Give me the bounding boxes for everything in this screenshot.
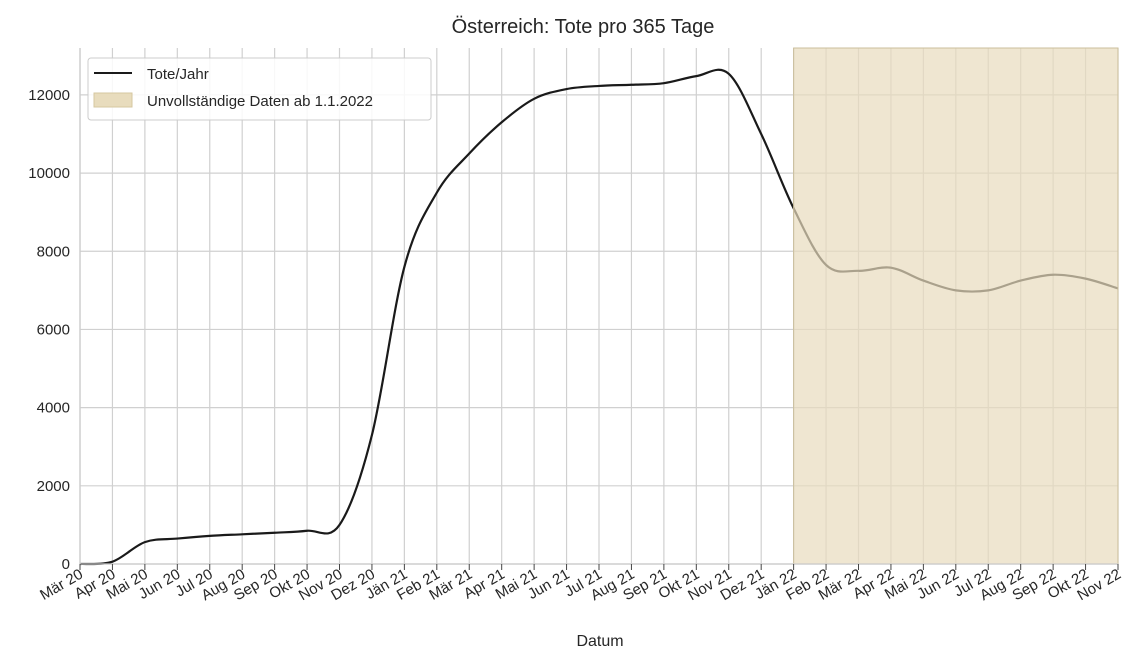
chart-title: Österreich: Tote pro 365 Tage	[452, 16, 715, 38]
legend: Tote/Jahr Unvollständige Daten ab 1.1.20…	[87, 57, 432, 121]
legend-label-region: Unvollständige Daten ab 1.1.2022	[147, 93, 373, 110]
y-tick-label: 10000	[28, 165, 70, 182]
shaded-region-incomplete-data	[793, 47, 1119, 565]
x-axis-label: Datum	[576, 633, 623, 650]
y-tick-label: 8000	[37, 243, 70, 260]
legend-box	[87, 57, 432, 121]
legend-area-swatch	[93, 92, 133, 108]
y-tick-label: 2000	[37, 478, 70, 495]
legend-label-series: Tote/Jahr	[147, 66, 209, 83]
y-tick-label: 0	[62, 556, 70, 573]
y-tick-label: 12000	[28, 87, 70, 104]
y-tick-label: 4000	[37, 400, 70, 417]
y-tick-label: 6000	[37, 321, 70, 338]
